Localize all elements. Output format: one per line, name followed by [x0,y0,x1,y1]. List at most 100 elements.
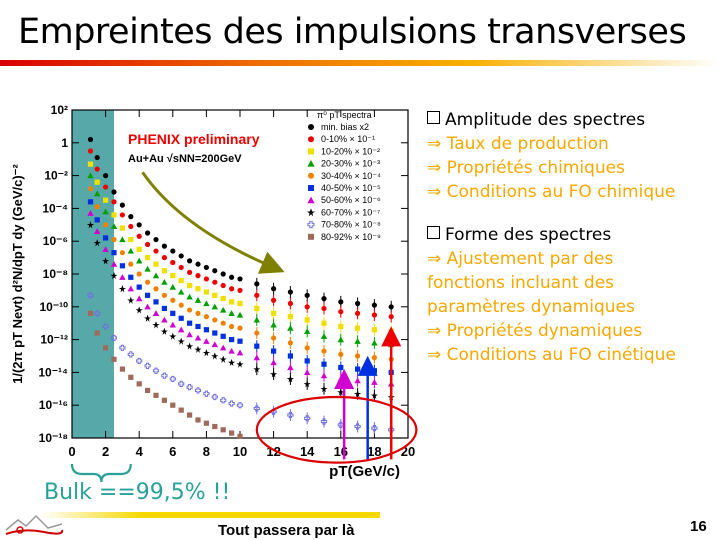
data-point [128,374,134,380]
legend-entry: min. bias x2 [321,122,369,132]
legend-entry: 40-50% × 10⁻⁵ [321,183,381,193]
data-point [110,334,118,342]
data-point [388,328,394,334]
data-point [287,340,293,346]
data-point [228,400,235,407]
data-point [355,300,361,307]
data-point [136,271,142,277]
x-tick-label: 16 [334,444,348,459]
data-point [136,284,142,290]
data-point [128,223,134,230]
data-point [371,355,377,361]
data-point [161,397,167,403]
data-point [136,381,142,387]
data-point [103,184,109,190]
data-point [145,279,151,285]
data-point [212,330,218,336]
data-point [187,320,193,326]
data-point [186,331,193,338]
data-point [136,257,143,264]
data-point [119,236,126,243]
data-point [254,305,260,312]
legend-marker [308,136,314,143]
data-point [136,246,142,252]
data-point [102,257,110,265]
data-point [152,272,160,279]
data-point [212,292,218,298]
legend-marker [308,185,314,191]
data-point [118,285,126,293]
x-tick-label: 20 [401,444,415,459]
x-axis-label: pT(GeV/c) [329,463,400,480]
data-point [195,273,201,279]
data-point [187,258,193,264]
bullet-head-2: Forme des spectres [427,223,717,247]
data-point [93,239,101,247]
data-point [128,214,134,220]
legend-entry: 20-30% × 10⁻³ [321,159,380,169]
data-point [220,427,226,433]
data-point [145,255,151,261]
data-point [94,190,101,197]
y-tick-label: 10⁻¹⁸ [39,431,68,445]
data-point [203,264,209,271]
data-point [94,310,101,317]
data-point [153,236,159,243]
data-point [211,341,218,348]
legend-marker [308,172,314,179]
bullet-sub: ⇒ Propriétés dynamiques [427,321,643,341]
data-point [119,250,125,256]
legend-entry: 0-10% × 10⁻¹ [321,134,375,144]
data-point [270,359,277,366]
y-tick-label: 10⁻¹² [40,333,68,347]
data-point [87,186,94,192]
y-tick-label: 10⁻⁴ [42,201,68,215]
data-point [169,283,176,290]
bullet-sub: ⇒ Conditions au FO cinétique [427,345,676,365]
data-point [271,310,277,316]
data-point [354,377,361,384]
data-point [237,433,243,439]
legend-marker [308,148,314,155]
data-point [152,310,160,316]
y-tick-label: 10⁻¹⁴ [38,365,68,379]
data-point [220,397,227,404]
chart-svg: 0 2 4 6 8 10 12 14 16 18 2010²110⁻²10⁻⁴10⁻⁶10⁻⁸10⁻… [10,103,418,483]
data-point [111,212,117,218]
data-point [229,286,235,292]
data-point [161,316,168,323]
slide-title: Empreintes des impulsions transverses [18,12,687,52]
data-point [203,314,209,320]
data-point [87,172,94,179]
data-point [271,348,277,354]
data-point [229,323,235,330]
x-tick-label: 6 [169,444,176,459]
data-point [144,362,151,369]
data-point [187,412,193,418]
data-point [195,286,201,292]
legend-marker [307,196,315,204]
data-point [370,391,378,399]
data-point [211,352,219,360]
data-point [153,261,159,267]
data-point [337,388,345,396]
data-point [178,380,185,387]
data-point [103,197,109,203]
data-point [355,325,361,331]
data-point [127,351,134,358]
legend-entry: 30-40% × 10⁻⁴ [321,171,381,181]
data-point [320,418,328,425]
data-point [338,323,344,330]
data-point [270,370,278,378]
y-tick-label: 10⁻⁶ [43,234,68,248]
data-point [119,212,125,218]
data-point [237,287,243,293]
data-point [203,327,209,333]
data-point [144,265,151,272]
data-point [286,375,294,383]
institution-logo [5,514,64,535]
data-point [103,235,109,241]
data-point [338,299,344,305]
data-point [127,285,134,292]
data-point [254,343,260,349]
